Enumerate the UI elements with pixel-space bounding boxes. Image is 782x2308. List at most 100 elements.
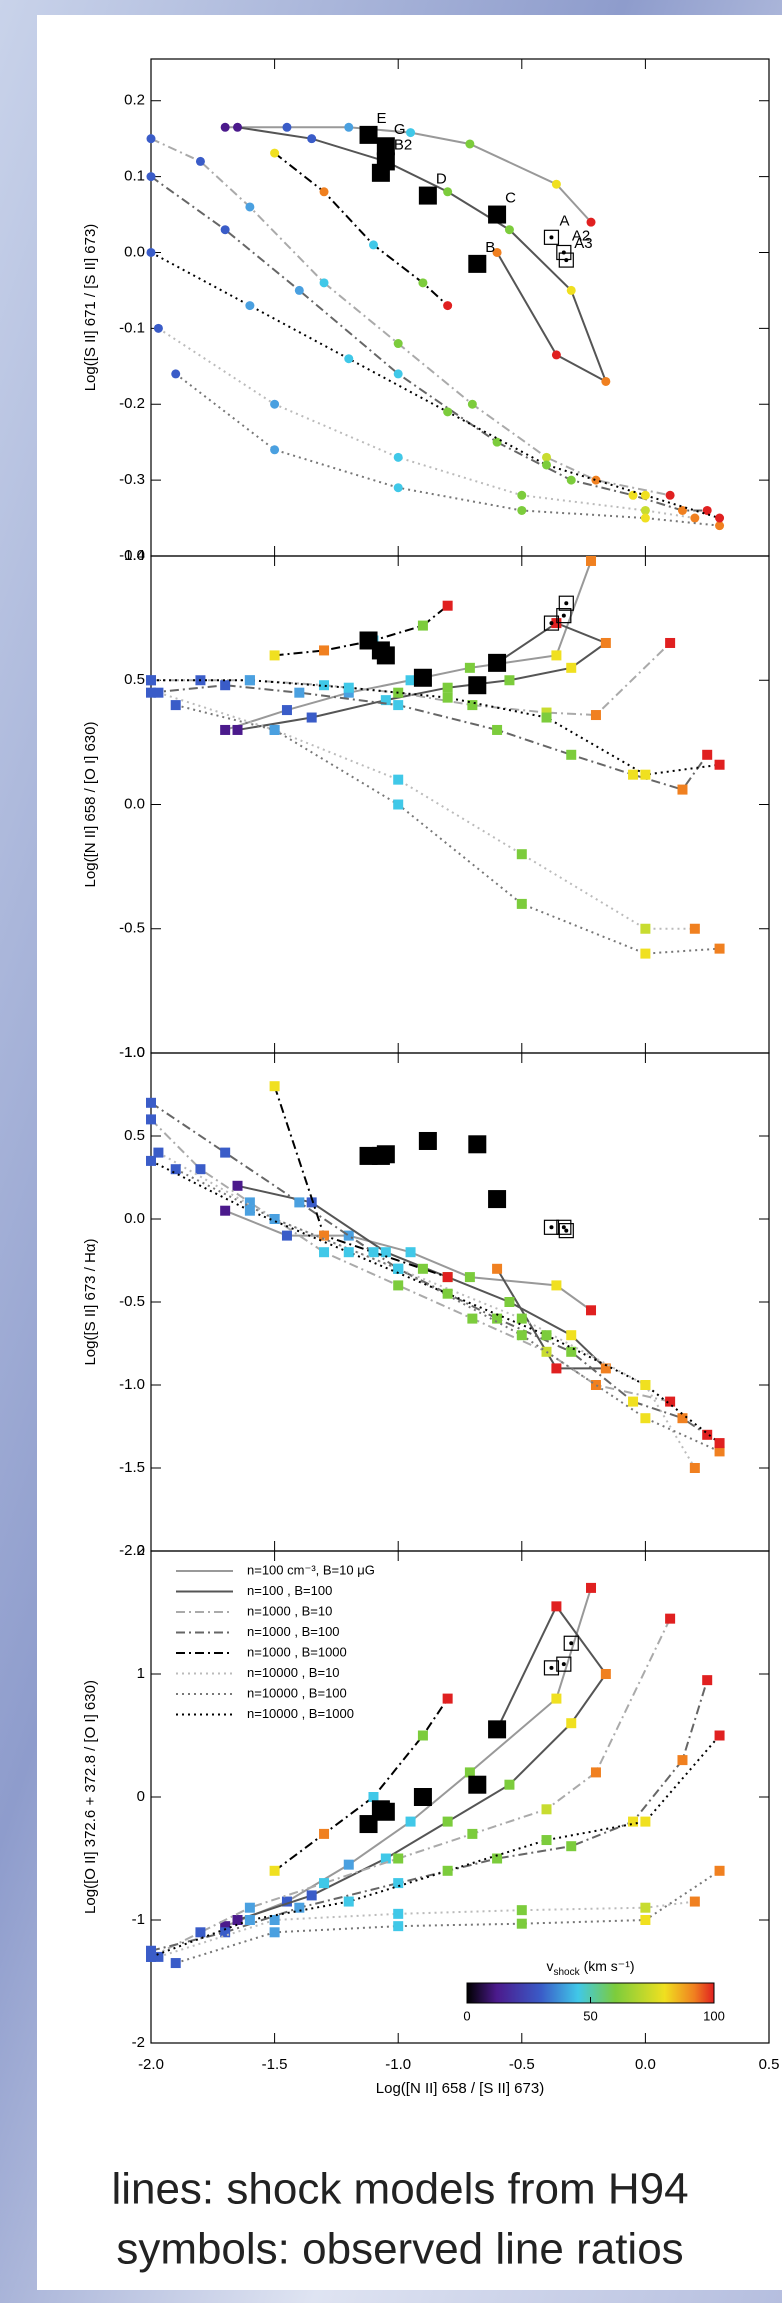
model-point: [244, 1915, 255, 1925]
model-point: [220, 680, 231, 691]
y-tick-label: 1.0: [124, 547, 145, 564]
legend-label: n=10000 , B=1000: [247, 1706, 354, 1721]
legend-label: n=1000 , B=10: [247, 1603, 332, 1618]
model-point: [368, 240, 378, 250]
plot-area: [146, 555, 725, 959]
model-point: [442, 1693, 453, 1704]
caption: symbols: observed line ratios: [116, 2225, 683, 2274]
observed-point: [376, 137, 395, 156]
model-point: [586, 1582, 597, 1593]
model-point: [405, 1816, 416, 1827]
model-point: [343, 1230, 354, 1241]
model-point: [146, 675, 156, 686]
legend-label: n=100 cm⁻³, B=10 μG: [247, 1562, 375, 1577]
observed-point: [359, 1815, 378, 1834]
model-line: [175, 1168, 720, 1453]
observed-dot: [549, 1665, 554, 1670]
y-axis-label: Log([O II] 372.6 + 372.8 / [O I] 630): [82, 1680, 99, 1914]
model-point: [714, 1438, 725, 1449]
observed-label: C: [505, 190, 516, 207]
model-point: [244, 1902, 255, 1913]
model-point: [551, 1363, 562, 1374]
colorbar-label: vshock (km s⁻¹): [546, 1958, 634, 1978]
model-point: [714, 1730, 725, 1741]
model-point: [319, 278, 329, 288]
model-point: [306, 712, 317, 723]
model-point: [586, 555, 597, 566]
model-line: [175, 1869, 721, 1965]
model-point: [640, 948, 651, 959]
model-point: [492, 1313, 503, 1324]
model-point: [171, 369, 181, 379]
observed-point: [376, 646, 395, 665]
observed-point: [413, 1788, 432, 1806]
model-point: [591, 475, 601, 485]
y-tick-label: 0.2: [124, 92, 145, 109]
model-point: [319, 1247, 330, 1258]
model-point: [715, 521, 725, 531]
observed-point: [418, 1131, 437, 1150]
model-point: [344, 354, 354, 364]
y-tick-label: 0.0: [124, 795, 145, 812]
legend-label: n=1000 , B=100: [247, 1624, 340, 1639]
model-point: [307, 134, 317, 144]
model-point: [551, 650, 562, 661]
observed-point: [468, 254, 487, 273]
model-point: [467, 700, 478, 711]
model-point: [442, 1272, 453, 1283]
model-point: [541, 712, 552, 723]
y-tick-label: 0.0: [124, 243, 145, 260]
model-point: [418, 278, 428, 288]
model-point: [281, 1896, 292, 1907]
model-point: [715, 513, 725, 523]
model-point: [702, 749, 713, 760]
model-point: [146, 247, 156, 257]
model-point: [244, 675, 255, 686]
model-point: [551, 179, 561, 189]
colorbar-tick-label: 0: [463, 2008, 470, 2023]
model-point: [492, 1853, 503, 1864]
model-point: [319, 645, 330, 656]
model-point: [541, 1835, 552, 1846]
model-point: [517, 490, 527, 500]
model-point: [628, 490, 638, 500]
model-point: [467, 1828, 478, 1839]
model-point: [153, 1951, 164, 1962]
model-point: [442, 1816, 453, 1827]
colorbar-tick-label: 50: [583, 2008, 597, 2023]
model-point: [270, 445, 280, 455]
model-point: [269, 724, 280, 735]
y-tick-label: 0.5: [124, 1127, 145, 1144]
model-point: [640, 1380, 651, 1390]
observed-point: [488, 653, 507, 672]
model-point: [343, 1896, 354, 1907]
model-point: [586, 217, 596, 227]
model-point: [677, 784, 688, 795]
model-point: [689, 1463, 700, 1473]
model-point: [504, 1297, 515, 1307]
model-point: [406, 128, 416, 138]
model-point: [714, 1446, 725, 1457]
observed-dot: [549, 235, 554, 240]
model-point: [516, 1918, 527, 1929]
observed-dot: [564, 601, 569, 606]
model-point: [492, 437, 502, 447]
model-point: [343, 1859, 354, 1870]
y-tick-label: 0.5: [124, 671, 145, 688]
model-point: [590, 1380, 601, 1390]
model-point: [677, 1755, 688, 1766]
model-point: [600, 1669, 611, 1679]
model-point: [269, 1081, 280, 1092]
model-point: [628, 1816, 639, 1827]
model-point: [628, 1396, 639, 1407]
y-tick-label: -0.5: [119, 920, 145, 937]
y-axis-label: Log([S II] 671 / [S II] 673): [82, 224, 99, 392]
model-point: [245, 301, 255, 311]
model-point: [465, 139, 475, 149]
x-tick-label: -1.0: [385, 2056, 411, 2073]
model-point: [294, 687, 305, 698]
model-point: [714, 759, 725, 770]
y-tick-label: 2: [137, 1542, 145, 1559]
y-tick-label: -1: [132, 1911, 145, 1928]
model-point: [516, 849, 527, 860]
